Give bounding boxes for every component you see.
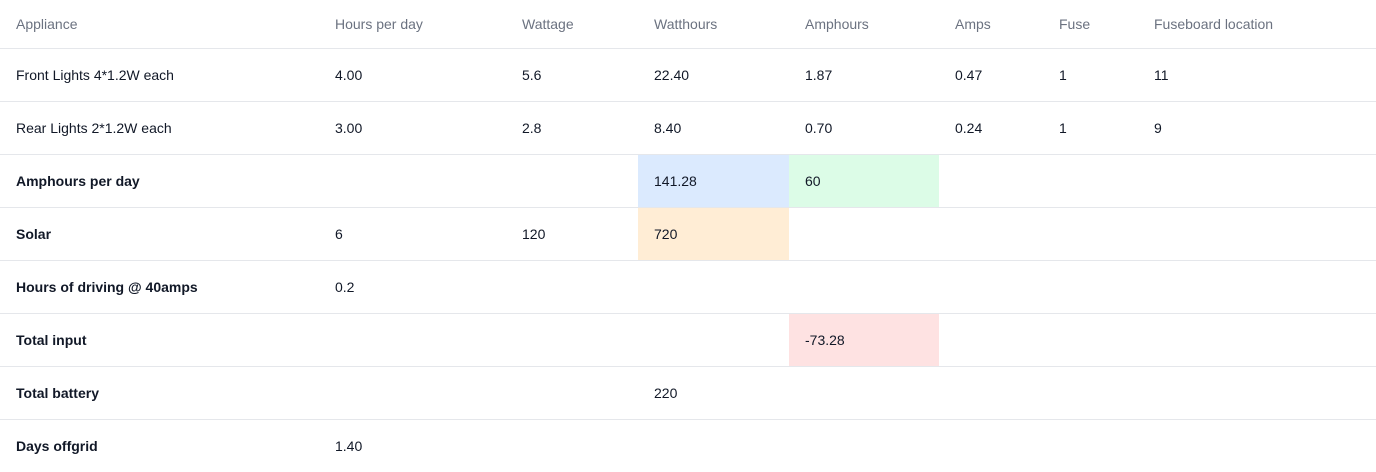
cell-wattage[interactable]: [506, 260, 638, 314]
cell-amps[interactable]: 0.24: [939, 101, 1043, 155]
cell-appliance[interactable]: Total input: [0, 313, 319, 367]
cell-hours-per-day[interactable]: 1.40: [335, 437, 363, 454]
cell-amphours[interactable]: 60: [789, 154, 939, 208]
cell-fuseboard-location[interactable]: [1138, 366, 1376, 420]
cell-hours-per-day[interactable]: [319, 154, 506, 208]
cell-watthours[interactable]: 220: [638, 366, 789, 420]
table-body: Front Lights 4*1.2W each 4.00 5.6 22.40 …: [0, 48, 1376, 472]
table-row: Solar 6 120 720: [0, 207, 1376, 261]
cell-wattage[interactable]: [506, 154, 638, 208]
cell-fuse[interactable]: [1043, 207, 1138, 261]
header-appliance[interactable]: Appliance: [0, 0, 319, 49]
cell-wattage[interactable]: [506, 313, 638, 367]
cell-amphours[interactable]: 1.87: [789, 48, 939, 102]
header-fuse[interactable]: Fuse: [1043, 0, 1138, 49]
cell-watthours[interactable]: 720: [638, 207, 789, 261]
cell-wattage[interactable]: [506, 419, 638, 472]
table-row: Total battery 220: [0, 366, 1376, 420]
cell-appliance[interactable]: Total battery: [0, 366, 319, 420]
cell-watthours[interactable]: [638, 313, 789, 367]
cell-fuseboard-location[interactable]: [1138, 313, 1376, 367]
table-row: Hours of driving @ 40amps 0.2: [0, 260, 1376, 314]
cell-amphours[interactable]: [789, 366, 939, 420]
cell-watthours[interactable]: [638, 260, 789, 314]
cell-fuseboard-location[interactable]: [1138, 207, 1376, 261]
cell-amphours[interactable]: [789, 207, 939, 261]
cell-amps[interactable]: 0.47: [939, 48, 1043, 102]
cell-appliance[interactable]: Days offgrid: [16, 437, 98, 454]
header-hours-per-day[interactable]: Hours per day: [319, 0, 506, 49]
cell-amphours[interactable]: 0.70: [789, 101, 939, 155]
cell-appliance[interactable]: Rear Lights 2*1.2W each: [0, 101, 319, 155]
cell-amphours[interactable]: [789, 260, 939, 314]
cell-fuseboard-location[interactable]: [1138, 260, 1376, 314]
cell-amphours[interactable]: -73.28: [789, 313, 939, 367]
cell-amps[interactable]: [939, 207, 1043, 261]
cell-appliance[interactable]: Solar: [0, 207, 319, 261]
cell-fuseboard-location[interactable]: [1138, 419, 1376, 472]
table-row: Days offgrid 1.40: [0, 419, 1376, 472]
cell-amps[interactable]: [939, 313, 1043, 367]
table-row: Front Lights 4*1.2W each 4.00 5.6 22.40 …: [0, 48, 1376, 102]
cell-watthours[interactable]: 141.28: [638, 154, 789, 208]
cell-fuseboard-location[interactable]: 9: [1138, 101, 1376, 155]
cell-watthours[interactable]: 8.40: [638, 101, 789, 155]
cell-amps[interactable]: [939, 154, 1043, 208]
cell-fuse[interactable]: [1043, 419, 1138, 472]
cell-fuse[interactable]: [1043, 366, 1138, 420]
header-amphours[interactable]: Amphours: [789, 0, 939, 49]
table-row: Amphours per day 141.28 60: [0, 154, 1376, 208]
cell-amps[interactable]: [939, 260, 1043, 314]
cell-amps[interactable]: [939, 366, 1043, 420]
table-row: Rear Lights 2*1.2W each 3.00 2.8 8.40 0.…: [0, 101, 1376, 155]
cell-hours-per-day[interactable]: 3.00: [319, 101, 506, 155]
cell-fuse[interactable]: [1043, 154, 1138, 208]
cell-fuse[interactable]: 1: [1043, 101, 1138, 155]
cell-appliance[interactable]: Hours of driving @ 40amps: [0, 260, 319, 314]
table-row: Total input -73.28: [0, 313, 1376, 367]
header-fuseboard-location[interactable]: Fuseboard location: [1138, 0, 1376, 49]
cell-watthours[interactable]: 22.40: [638, 48, 789, 102]
cell-fuseboard-location[interactable]: [1138, 154, 1376, 208]
cell-appliance[interactable]: Amphours per day: [0, 154, 319, 208]
cell-amps[interactable]: [939, 419, 1043, 472]
table-header: Appliance Hours per day Wattage Watthour…: [0, 0, 1376, 49]
cell-wattage[interactable]: [506, 366, 638, 420]
cell-amphours[interactable]: [789, 419, 939, 472]
cell-fuse[interactable]: 1: [1043, 48, 1138, 102]
cell-wattage[interactable]: 120: [506, 207, 638, 261]
cell-hours-per-day[interactable]: 4.00: [319, 48, 506, 102]
cell-wattage[interactable]: 5.6: [506, 48, 638, 102]
cell-hours-per-day[interactable]: [319, 313, 506, 367]
cell-fuse[interactable]: [1043, 313, 1138, 367]
cell-wattage[interactable]: 2.8: [506, 101, 638, 155]
cell-fuseboard-location[interactable]: 11: [1138, 48, 1376, 102]
header-wattage[interactable]: Wattage: [506, 0, 638, 49]
cell-fuse[interactable]: [1043, 260, 1138, 314]
header-amps[interactable]: Amps: [939, 0, 1043, 49]
cell-hours-per-day[interactable]: [319, 366, 506, 420]
header-row: Appliance Hours per day Wattage Watthour…: [0, 0, 1376, 49]
cell-hours-per-day[interactable]: 6: [319, 207, 506, 261]
cell-watthours[interactable]: [638, 419, 789, 472]
header-watthours[interactable]: Watthours: [638, 0, 789, 49]
cell-appliance[interactable]: Front Lights 4*1.2W each: [0, 48, 319, 102]
cell-hours-per-day[interactable]: 0.2: [319, 260, 506, 314]
